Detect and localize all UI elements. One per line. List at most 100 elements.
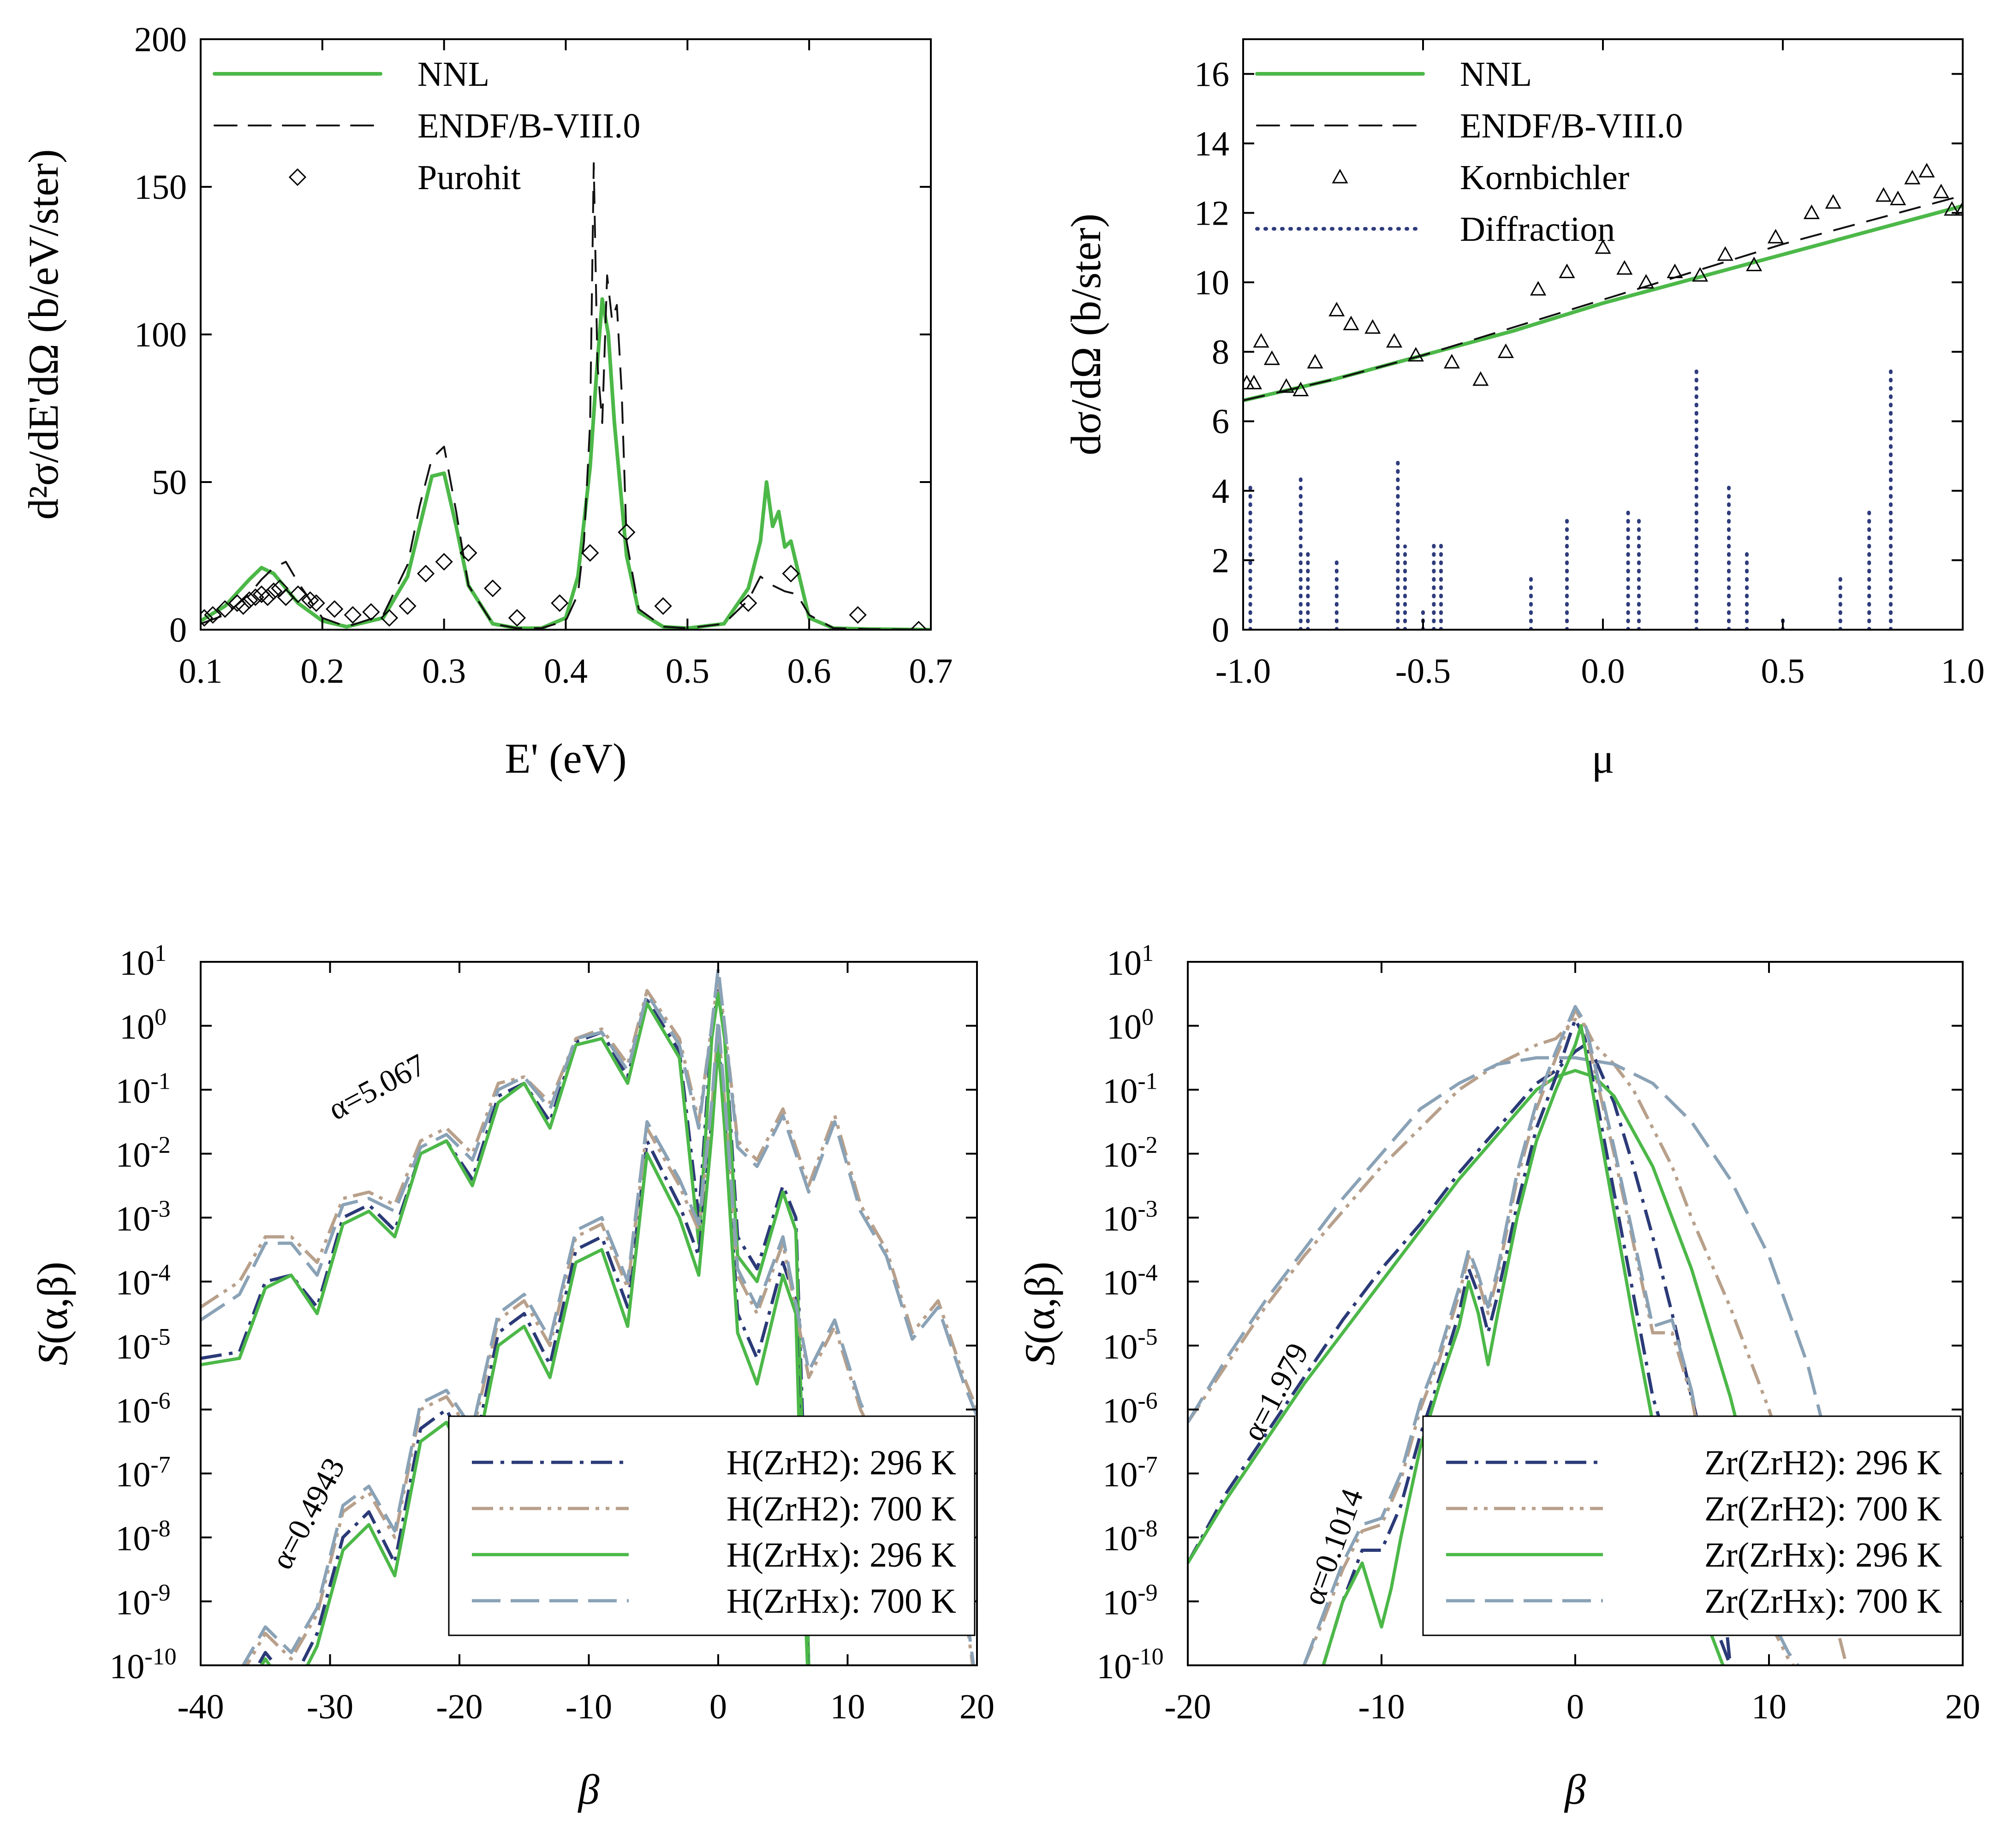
legend-label: Zr(ZrH2): 700 K (1704, 1490, 1942, 1528)
series-line-h-zrhx-296-k (260, 1043, 810, 1665)
y-tick-label: 4 (1212, 472, 1229, 511)
x-axis-label: μ (1591, 735, 1614, 782)
y-tick-label: 101 (119, 940, 167, 983)
kornbichler-marker (1875, 187, 1892, 202)
purohit-marker (265, 582, 283, 600)
y-tick-label: 10-3 (115, 1196, 170, 1239)
x-tick-label: 10 (1751, 1687, 1787, 1726)
purohit-marker (234, 597, 252, 615)
y-tick-label: 10-5 (1102, 1324, 1157, 1366)
kornbichler-marker (1767, 229, 1784, 244)
plot-area (1243, 163, 1963, 630)
purohit-marker (739, 594, 757, 612)
y-tick-label: 150 (134, 168, 187, 207)
x-tick-label: 20 (959, 1687, 995, 1726)
y-tick-label: 2 (1212, 541, 1229, 580)
kornbichler-marker (1918, 163, 1935, 178)
x-tick-label: -0.5 (1395, 652, 1451, 691)
alpha-annotation: α=0.1014 (1296, 1484, 1370, 1609)
purohit-marker (201, 609, 214, 627)
x-tick-label: 10 (830, 1687, 865, 1726)
purohit-marker (459, 544, 477, 562)
purohit-marker (362, 603, 380, 621)
series-line-h-zrhx-296-k (201, 992, 810, 1665)
x-tick-label: 20 (1945, 1687, 1980, 1726)
kornbichler-marker (1933, 184, 1949, 198)
legend-label: Zr(ZrHx): 296 K (1704, 1536, 1942, 1574)
x-axis-label: β (578, 1766, 600, 1813)
kornbichler-marker (1825, 194, 1841, 209)
purohit-marker (204, 606, 222, 624)
x-tick-label: 0.0 (1581, 652, 1625, 691)
x-tick-label: -1.0 (1215, 652, 1271, 691)
kornbichler-marker (1559, 263, 1575, 278)
kornbichler-marker (1803, 204, 1820, 219)
purohit-marker (508, 609, 526, 627)
series-line-nnl (201, 297, 931, 630)
kornbichler-marker (1364, 319, 1381, 334)
kornbichler-marker (1243, 375, 1255, 389)
y-tick-label: 10 (1194, 263, 1229, 302)
legend-label: NNL (417, 55, 489, 94)
x-tick-label: 0 (1566, 1687, 1584, 1726)
y-tick-label: 8 (1212, 333, 1229, 372)
legend-label: H(ZrHx): 296 K (727, 1536, 956, 1574)
x-tick-label: -30 (307, 1687, 353, 1726)
series-line-endf-b-viii-0 (1243, 194, 1963, 402)
purohit-marker (399, 597, 417, 615)
kornbichler-marker (1292, 382, 1309, 396)
y-tick-label: 10-5 (115, 1324, 170, 1366)
purohit-marker (326, 600, 344, 618)
kornbichler-marker (1386, 333, 1403, 348)
y-tick-label: 10-1 (115, 1068, 170, 1110)
legend-box (448, 1415, 976, 1636)
kornbichler-marker (1328, 302, 1345, 316)
purohit-marker (435, 553, 453, 571)
purohit-marker (258, 588, 277, 606)
series-line-h-zrhx-700-k (241, 1018, 976, 1665)
y-tick-label: 100 (1107, 1004, 1154, 1047)
series-line-endf-b-viii-0 (201, 162, 931, 630)
panel-s-alpha-beta-hydrogen: -40 -30 -20 -10 0 10 20 101 100 10-1 10-2 10-3 10-4 1… (29, 940, 995, 1813)
series-line-zr-zrhx-700-k (1188, 1056, 1868, 1615)
y-tick-label: 10-7 (1102, 1452, 1157, 1494)
y-tick-label: 10-6 (1102, 1388, 1157, 1430)
y-tick-label: 200 (134, 20, 187, 59)
y-tick-label: 14 (1194, 125, 1229, 163)
y-tick-label: 10-9 (115, 1580, 170, 1622)
kornbichler-marker (1692, 267, 1709, 282)
y-axis-label: d²σ/dE'dΩ (b/eV/ster) (20, 149, 67, 519)
y-axis-label: dσ/dΩ (b/ster) (1062, 214, 1109, 455)
kornbichler-marker (1263, 350, 1280, 365)
legend-box (1422, 1415, 1961, 1636)
y-axis-label: S(α,β) (1016, 1262, 1063, 1365)
y-axis-label: S(α,β) (29, 1262, 76, 1365)
series-line-h-zrh2-296-k (201, 989, 810, 1665)
purohit-marker (344, 606, 362, 624)
y-tick-label: 10-6 (115, 1388, 170, 1430)
y-tick-label: 10-4 (1102, 1260, 1157, 1302)
kornbichler-marker (1944, 201, 1960, 216)
purohit-marker (240, 591, 258, 609)
kornbichler-marker (1407, 347, 1424, 362)
purohit-marker (581, 544, 599, 562)
y-tick-label: 10-8 (115, 1516, 170, 1558)
x-axis-label: β (1564, 1766, 1586, 1813)
legend-marker (288, 168, 307, 186)
panel-s-alpha-beta-zirconium: -20 -10 0 10 20 101 100 10-1 10-2 10-3 10-4 10-5 10-… (1016, 940, 1980, 1813)
purohit-marker (782, 565, 800, 583)
purohit-marker (289, 585, 307, 603)
x-tick-label: 0 (709, 1687, 727, 1726)
y-tick-label: 10-10 (109, 1644, 176, 1686)
x-tick-label: 0.2 (300, 652, 344, 691)
plot-area (201, 966, 977, 1665)
y-tick-label: 100 (134, 316, 187, 354)
purohit-marker (380, 609, 399, 627)
y-tick-label: 10-7 (115, 1452, 170, 1494)
legend-marker (1332, 168, 1348, 184)
legend-label: H(ZrH2): 296 K (727, 1443, 956, 1482)
kornbichler-marker (1638, 274, 1655, 289)
x-tick-label: 0.5 (666, 652, 709, 691)
y-tick-label: 101 (1107, 940, 1154, 983)
